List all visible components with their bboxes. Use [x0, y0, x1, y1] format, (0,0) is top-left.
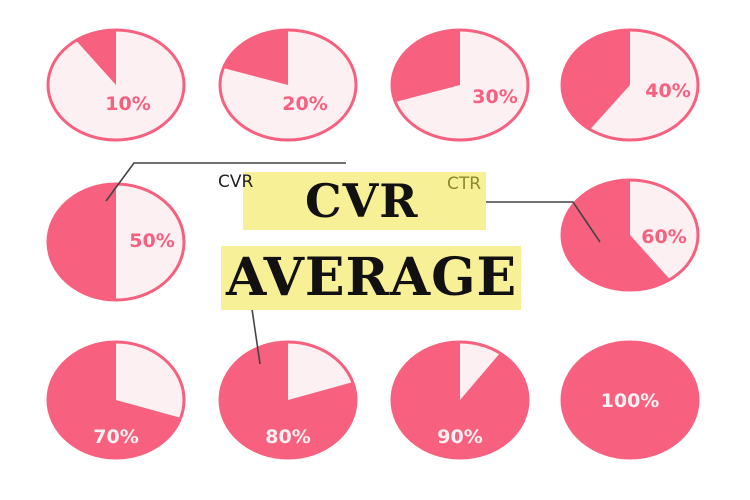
pie-10: 10% [46, 28, 186, 142]
pie-100-base [560, 340, 700, 460]
title-highlight-top [243, 172, 486, 230]
pie-60-label: 60% [641, 226, 686, 248]
pie-40-slice [561, 30, 630, 130]
pie-90-slice [392, 342, 528, 459]
pie-30-label: 30% [472, 86, 517, 108]
cvr-annotation-label: CVR [218, 172, 254, 192]
pie-40: 40% [560, 28, 700, 142]
pie-70-slice [47, 342, 181, 458]
pie-90-label: 90% [437, 426, 482, 448]
pie-80-slice [220, 342, 356, 459]
pie-20-slice [223, 30, 288, 85]
pie-60-slice [562, 180, 670, 290]
pie-10-slice [76, 30, 116, 85]
pie-60: 60% [560, 178, 700, 292]
connector-cvr [105, 162, 346, 202]
pie-70: 70% [46, 340, 186, 460]
pie-30-slice [392, 30, 460, 102]
title-line-average: AVERAGE [226, 247, 518, 308]
pie-50-slice [48, 184, 116, 300]
pie-100: 100% [560, 340, 700, 460]
pie-90: 90% [390, 340, 530, 460]
pie-30: 30% [390, 28, 530, 142]
pie-20: 20% [218, 28, 358, 142]
title-highlight-bottom [221, 246, 521, 310]
pie-50-label: 50% [129, 230, 174, 252]
ctr-annotation-label: CTR [447, 174, 482, 194]
connector-ctr [462, 201, 601, 243]
pie-50: 50% [46, 182, 186, 302]
pie-80: 80% [218, 340, 358, 460]
pie-40-label: 40% [645, 80, 690, 102]
pie-10-label: 10% [105, 93, 150, 115]
pie-70-label: 70% [93, 426, 138, 448]
pie-20-label: 20% [282, 93, 327, 115]
title-line-cvr: CVR [305, 174, 419, 228]
pie-100-label: 100% [601, 390, 660, 412]
pie-80-label: 80% [265, 426, 310, 448]
